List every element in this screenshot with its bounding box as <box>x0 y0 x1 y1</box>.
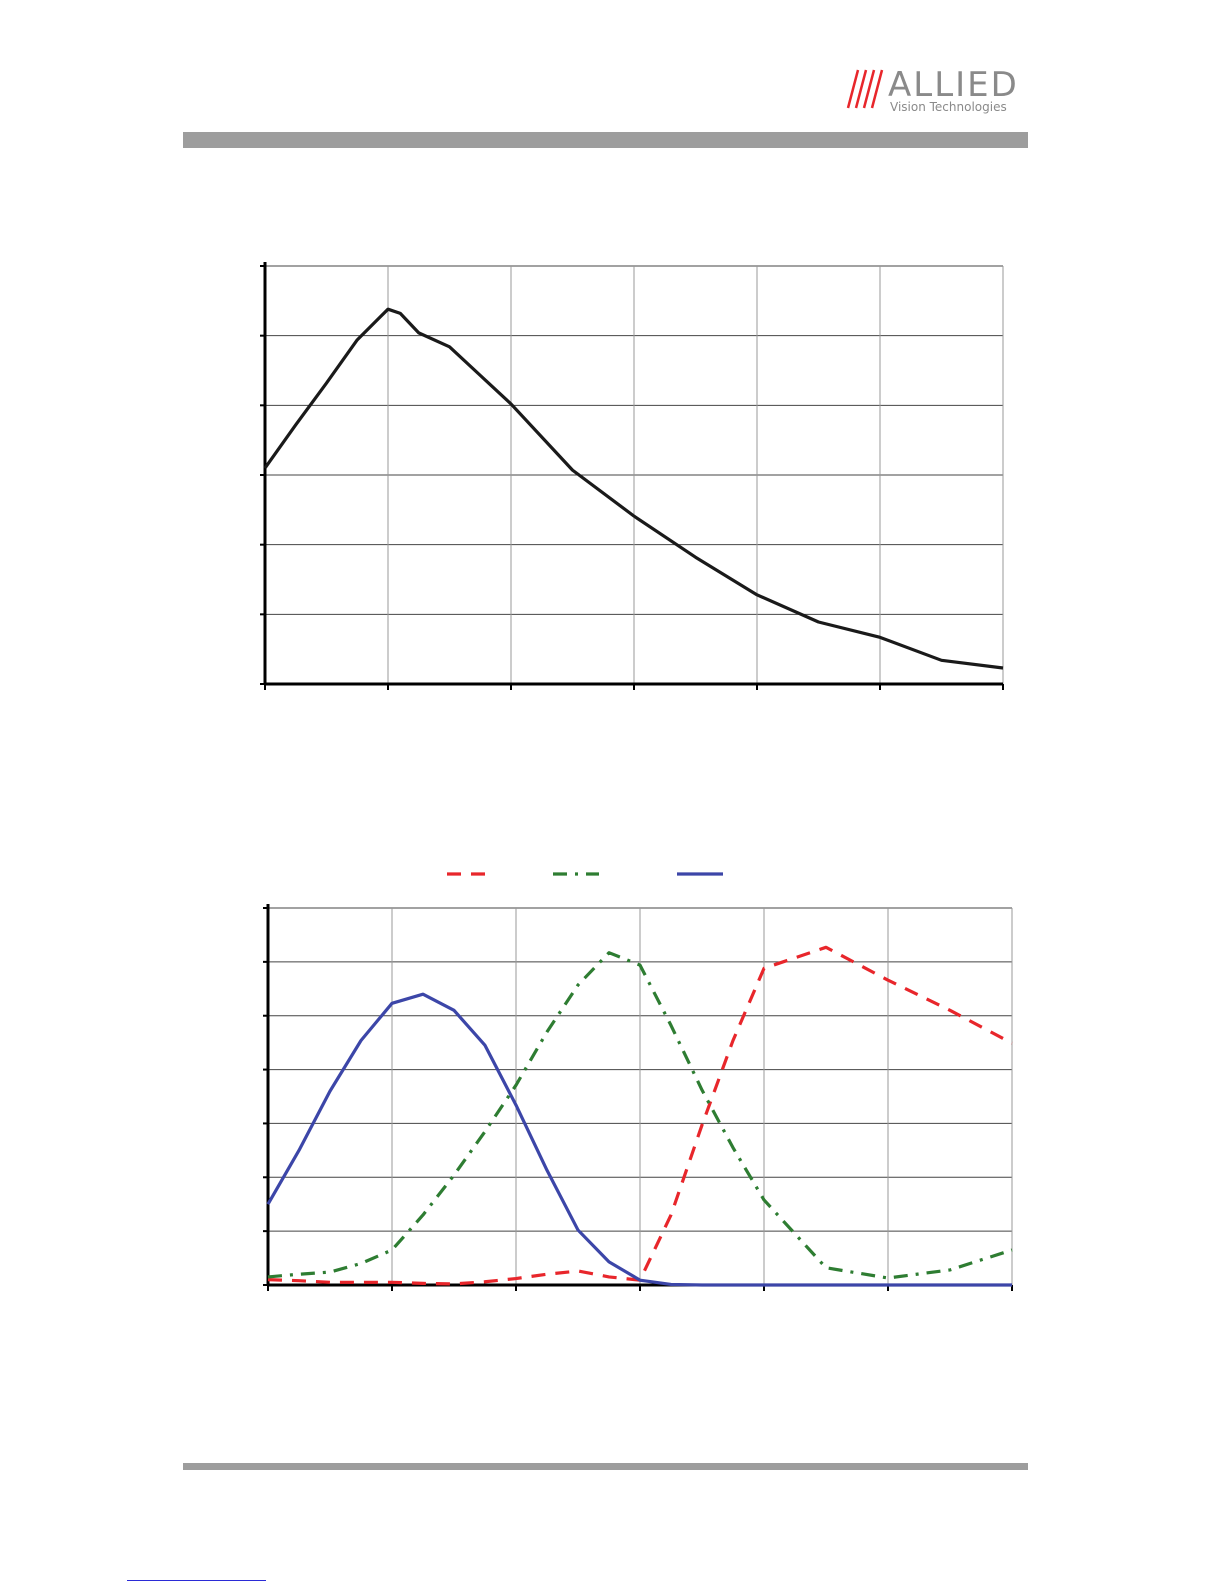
series-line <box>263 307 1004 670</box>
logo-brand: ALLIED <box>888 65 1019 105</box>
series-line <box>267 945 1013 1286</box>
header-bar <box>183 132 1028 148</box>
series-line <box>266 992 1012 1287</box>
logo-tagline: Vision Technologies <box>890 100 1007 114</box>
chart <box>260 262 1004 690</box>
series-line <box>267 951 1013 1280</box>
footer-bar <box>183 1463 1028 1470</box>
chart <box>263 872 1013 1291</box>
logo: ALLIED Vision Technologies <box>846 65 1019 114</box>
link-underline[interactable] <box>127 1580 266 1581</box>
logo-slashes <box>846 69 884 109</box>
